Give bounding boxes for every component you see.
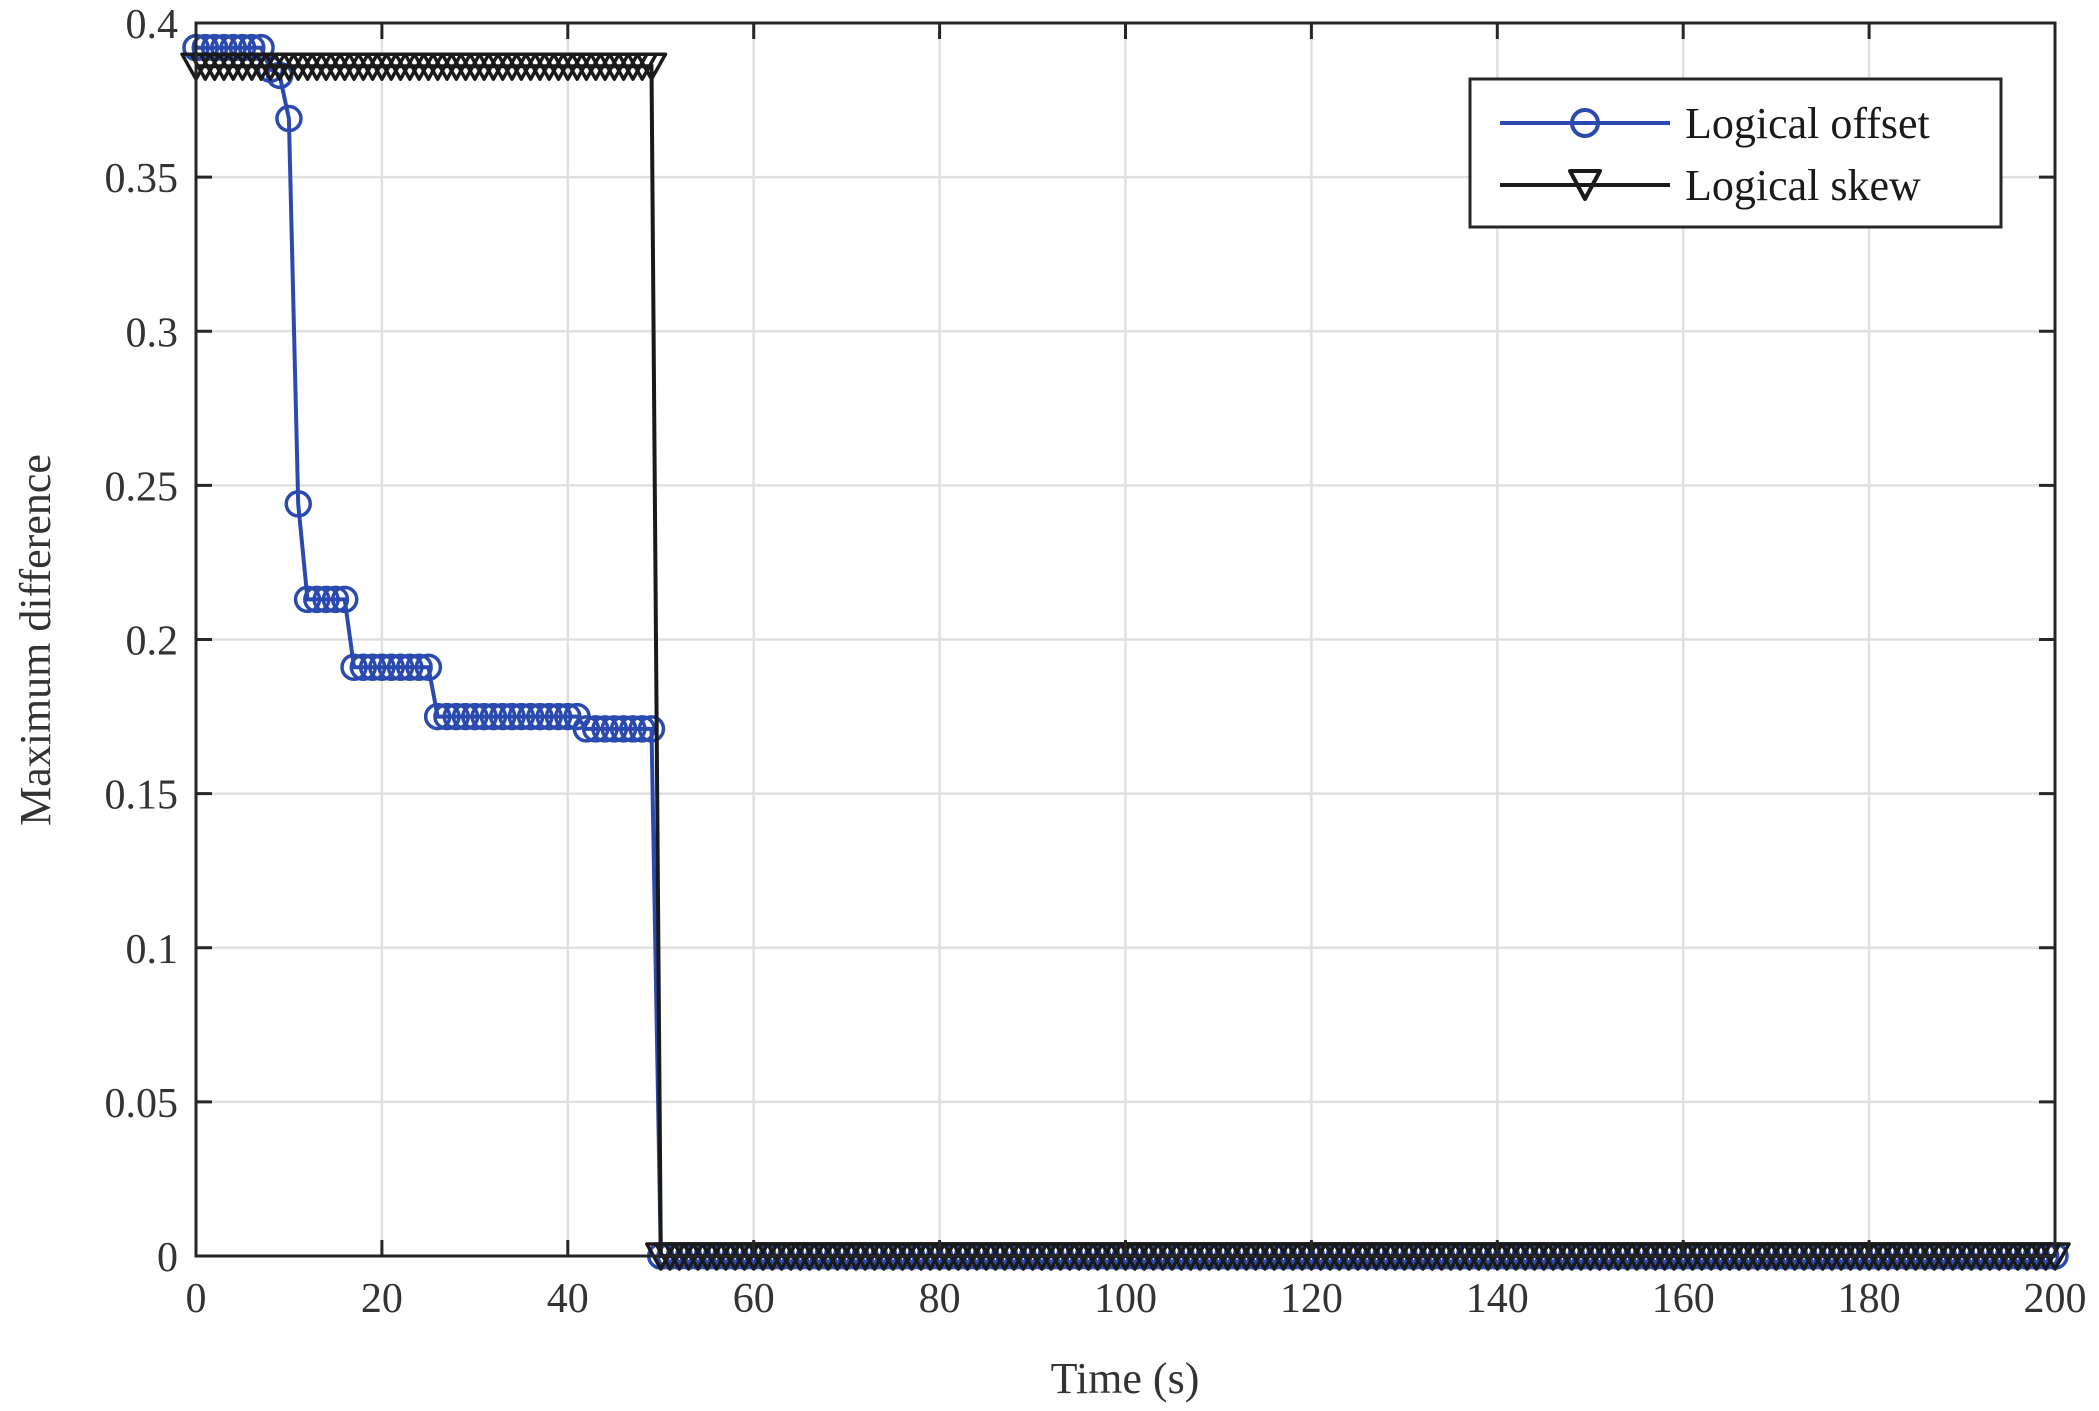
data-point-logical-offset bbox=[461, 702, 489, 731]
y-tick-label: 0.4 bbox=[126, 2, 179, 48]
x-tick-label: 80 bbox=[919, 1276, 961, 1322]
tick-labels: 0 20 40 60 80 100 120 140 160 180 200 0 0.05 0.1 0.15 0… bbox=[105, 2, 2087, 1322]
data-point-logical-offset bbox=[386, 653, 415, 681]
x-tick-label: 40 bbox=[547, 1276, 589, 1322]
data-point-logical-offset bbox=[637, 715, 666, 743]
data-point-logical-offset bbox=[470, 702, 498, 731]
y-tick-label: 0.3 bbox=[126, 310, 179, 356]
legend-label-logical-offset: Logical offset bbox=[1685, 99, 1930, 148]
data-point-logical-offset bbox=[414, 653, 443, 681]
y-tick-label: 0.2 bbox=[126, 619, 179, 665]
data-point-logical-offset bbox=[498, 702, 526, 731]
legend-item-logical-skew[interactable]: Logical skew bbox=[1500, 161, 1921, 210]
data-point-logical-offset bbox=[581, 715, 610, 743]
x-tick-label: 160 bbox=[1652, 1276, 1715, 1322]
data-point-logical-offset bbox=[535, 702, 563, 731]
x-tick-label: 100 bbox=[1094, 1276, 1157, 1322]
data-point-logical-offset bbox=[396, 653, 424, 681]
data-point-logical-offset bbox=[368, 653, 396, 681]
y-tick-label: 0.05 bbox=[105, 1081, 179, 1127]
y-tick-label: 0.35 bbox=[105, 156, 179, 202]
x-tick-label: 0 bbox=[186, 1276, 207, 1322]
data-point-logical-offset bbox=[479, 702, 508, 731]
data-point-logical-offset bbox=[516, 702, 545, 731]
x-tick-label: 180 bbox=[1838, 1276, 1901, 1322]
data-point-logical-offset bbox=[544, 702, 573, 731]
legend-box bbox=[1468, 77, 2003, 229]
data-point-logical-offset bbox=[442, 702, 471, 731]
data-point-logical-offset bbox=[451, 702, 480, 731]
data-point-logical-offset bbox=[600, 715, 629, 743]
data-point-logical-offset bbox=[312, 585, 340, 614]
data-point-logical-offset bbox=[405, 653, 433, 681]
x-tick-label: 200 bbox=[2024, 1276, 2087, 1322]
data-point-logical-offset bbox=[619, 715, 647, 743]
y-axis-title: Maximum difference bbox=[11, 454, 60, 826]
y-tick-label: 0.15 bbox=[105, 773, 179, 819]
axis-ticks bbox=[194, 21, 2057, 1258]
data-point-logical-offset bbox=[377, 653, 405, 681]
data-point-logical-offset bbox=[591, 715, 619, 743]
legend-item-logical-offset[interactable]: Logical offset bbox=[1500, 99, 1930, 148]
data-point-logical-offset bbox=[572, 715, 601, 743]
data-point-logical-offset bbox=[321, 585, 350, 614]
data-point-logical-offset bbox=[349, 653, 378, 681]
data-point-logical-offset bbox=[628, 715, 656, 743]
data-point-logical-offset bbox=[433, 702, 461, 731]
data-point-logical-offset bbox=[284, 490, 312, 518]
x-tick-label: 140 bbox=[1466, 1276, 1529, 1322]
legend-triangle-down-icon bbox=[1568, 169, 1602, 201]
data-point-logical-offset bbox=[340, 653, 368, 681]
data-point-logical-offset bbox=[423, 702, 452, 731]
data-point-logical-offset bbox=[358, 653, 387, 681]
data-point-logical-offset bbox=[303, 585, 331, 614]
data-point-logical-offset bbox=[609, 715, 638, 743]
x-tick-label: 60 bbox=[733, 1276, 775, 1322]
legend-label-logical-skew: Logical skew bbox=[1685, 161, 1921, 210]
data-point-logical-offset bbox=[330, 585, 359, 614]
data-point-logical-offset bbox=[526, 702, 554, 731]
x-tick-label: 120 bbox=[1280, 1276, 1343, 1322]
y-tick-label: 0 bbox=[157, 1235, 178, 1281]
y-tick-label: 0.25 bbox=[105, 464, 179, 510]
x-axis-title: Time (s) bbox=[1051, 1354, 1200, 1403]
data-point-logical-offset bbox=[275, 104, 303, 133]
data-point-logical-skew bbox=[635, 52, 668, 81]
data-point-logical-offset bbox=[488, 702, 517, 731]
data-point-logical-offset bbox=[507, 702, 536, 731]
x-tick-label: 20 bbox=[361, 1276, 403, 1322]
legend-circle-icon bbox=[1570, 108, 1600, 138]
legend[interactable]: Logical offset Logical skew bbox=[1468, 77, 2003, 229]
y-tick-label: 0.1 bbox=[126, 927, 179, 973]
data-point-logical-offset bbox=[293, 585, 322, 614]
data-point-logical-offset bbox=[554, 702, 582, 731]
